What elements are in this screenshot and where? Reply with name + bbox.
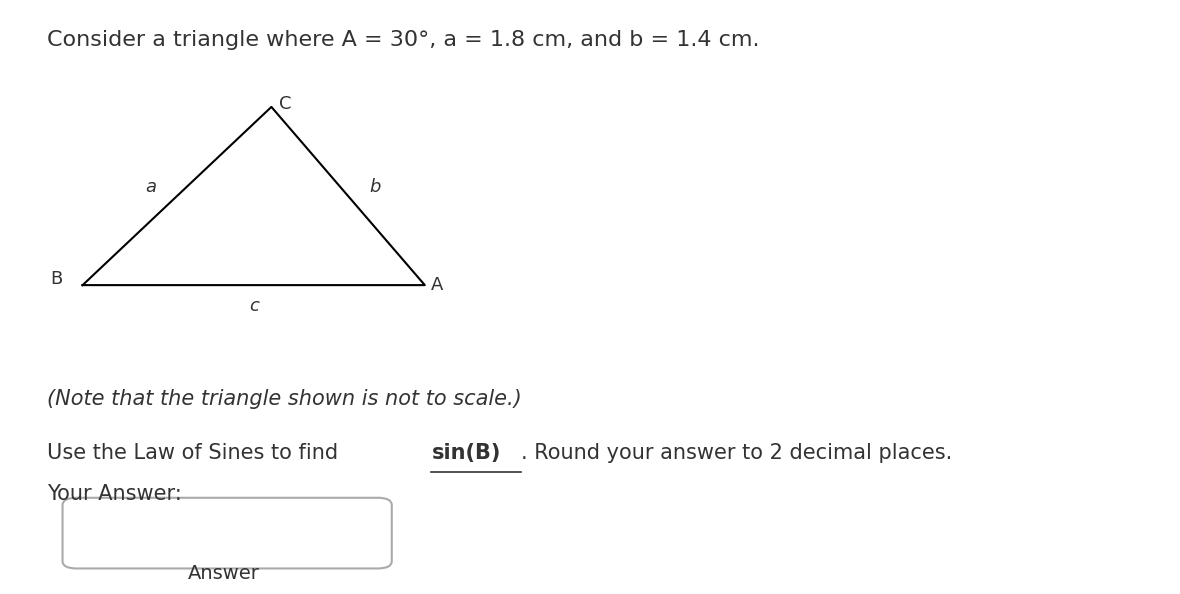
Text: a: a <box>145 178 157 196</box>
Text: Use the Law of Sines to find: Use the Law of Sines to find <box>47 443 345 463</box>
Text: Consider a triangle where A = 30°, a = 1.8 cm, and b = 1.4 cm.: Consider a triangle where A = 30°, a = 1… <box>47 30 760 50</box>
Text: Your Answer:: Your Answer: <box>47 484 182 504</box>
Text: A: A <box>431 276 442 294</box>
Text: B: B <box>51 270 63 288</box>
Text: C: C <box>280 95 291 113</box>
Text: Answer: Answer <box>189 564 260 583</box>
Text: c: c <box>249 297 258 315</box>
Text: sin(B): sin(B) <box>432 443 500 463</box>
Text: b: b <box>369 178 381 196</box>
FancyBboxPatch shape <box>63 498 392 568</box>
Text: (Note that the triangle shown is not to scale.): (Note that the triangle shown is not to … <box>47 389 522 409</box>
Text: . Round your answer to 2 decimal places.: . Round your answer to 2 decimal places. <box>520 443 952 463</box>
